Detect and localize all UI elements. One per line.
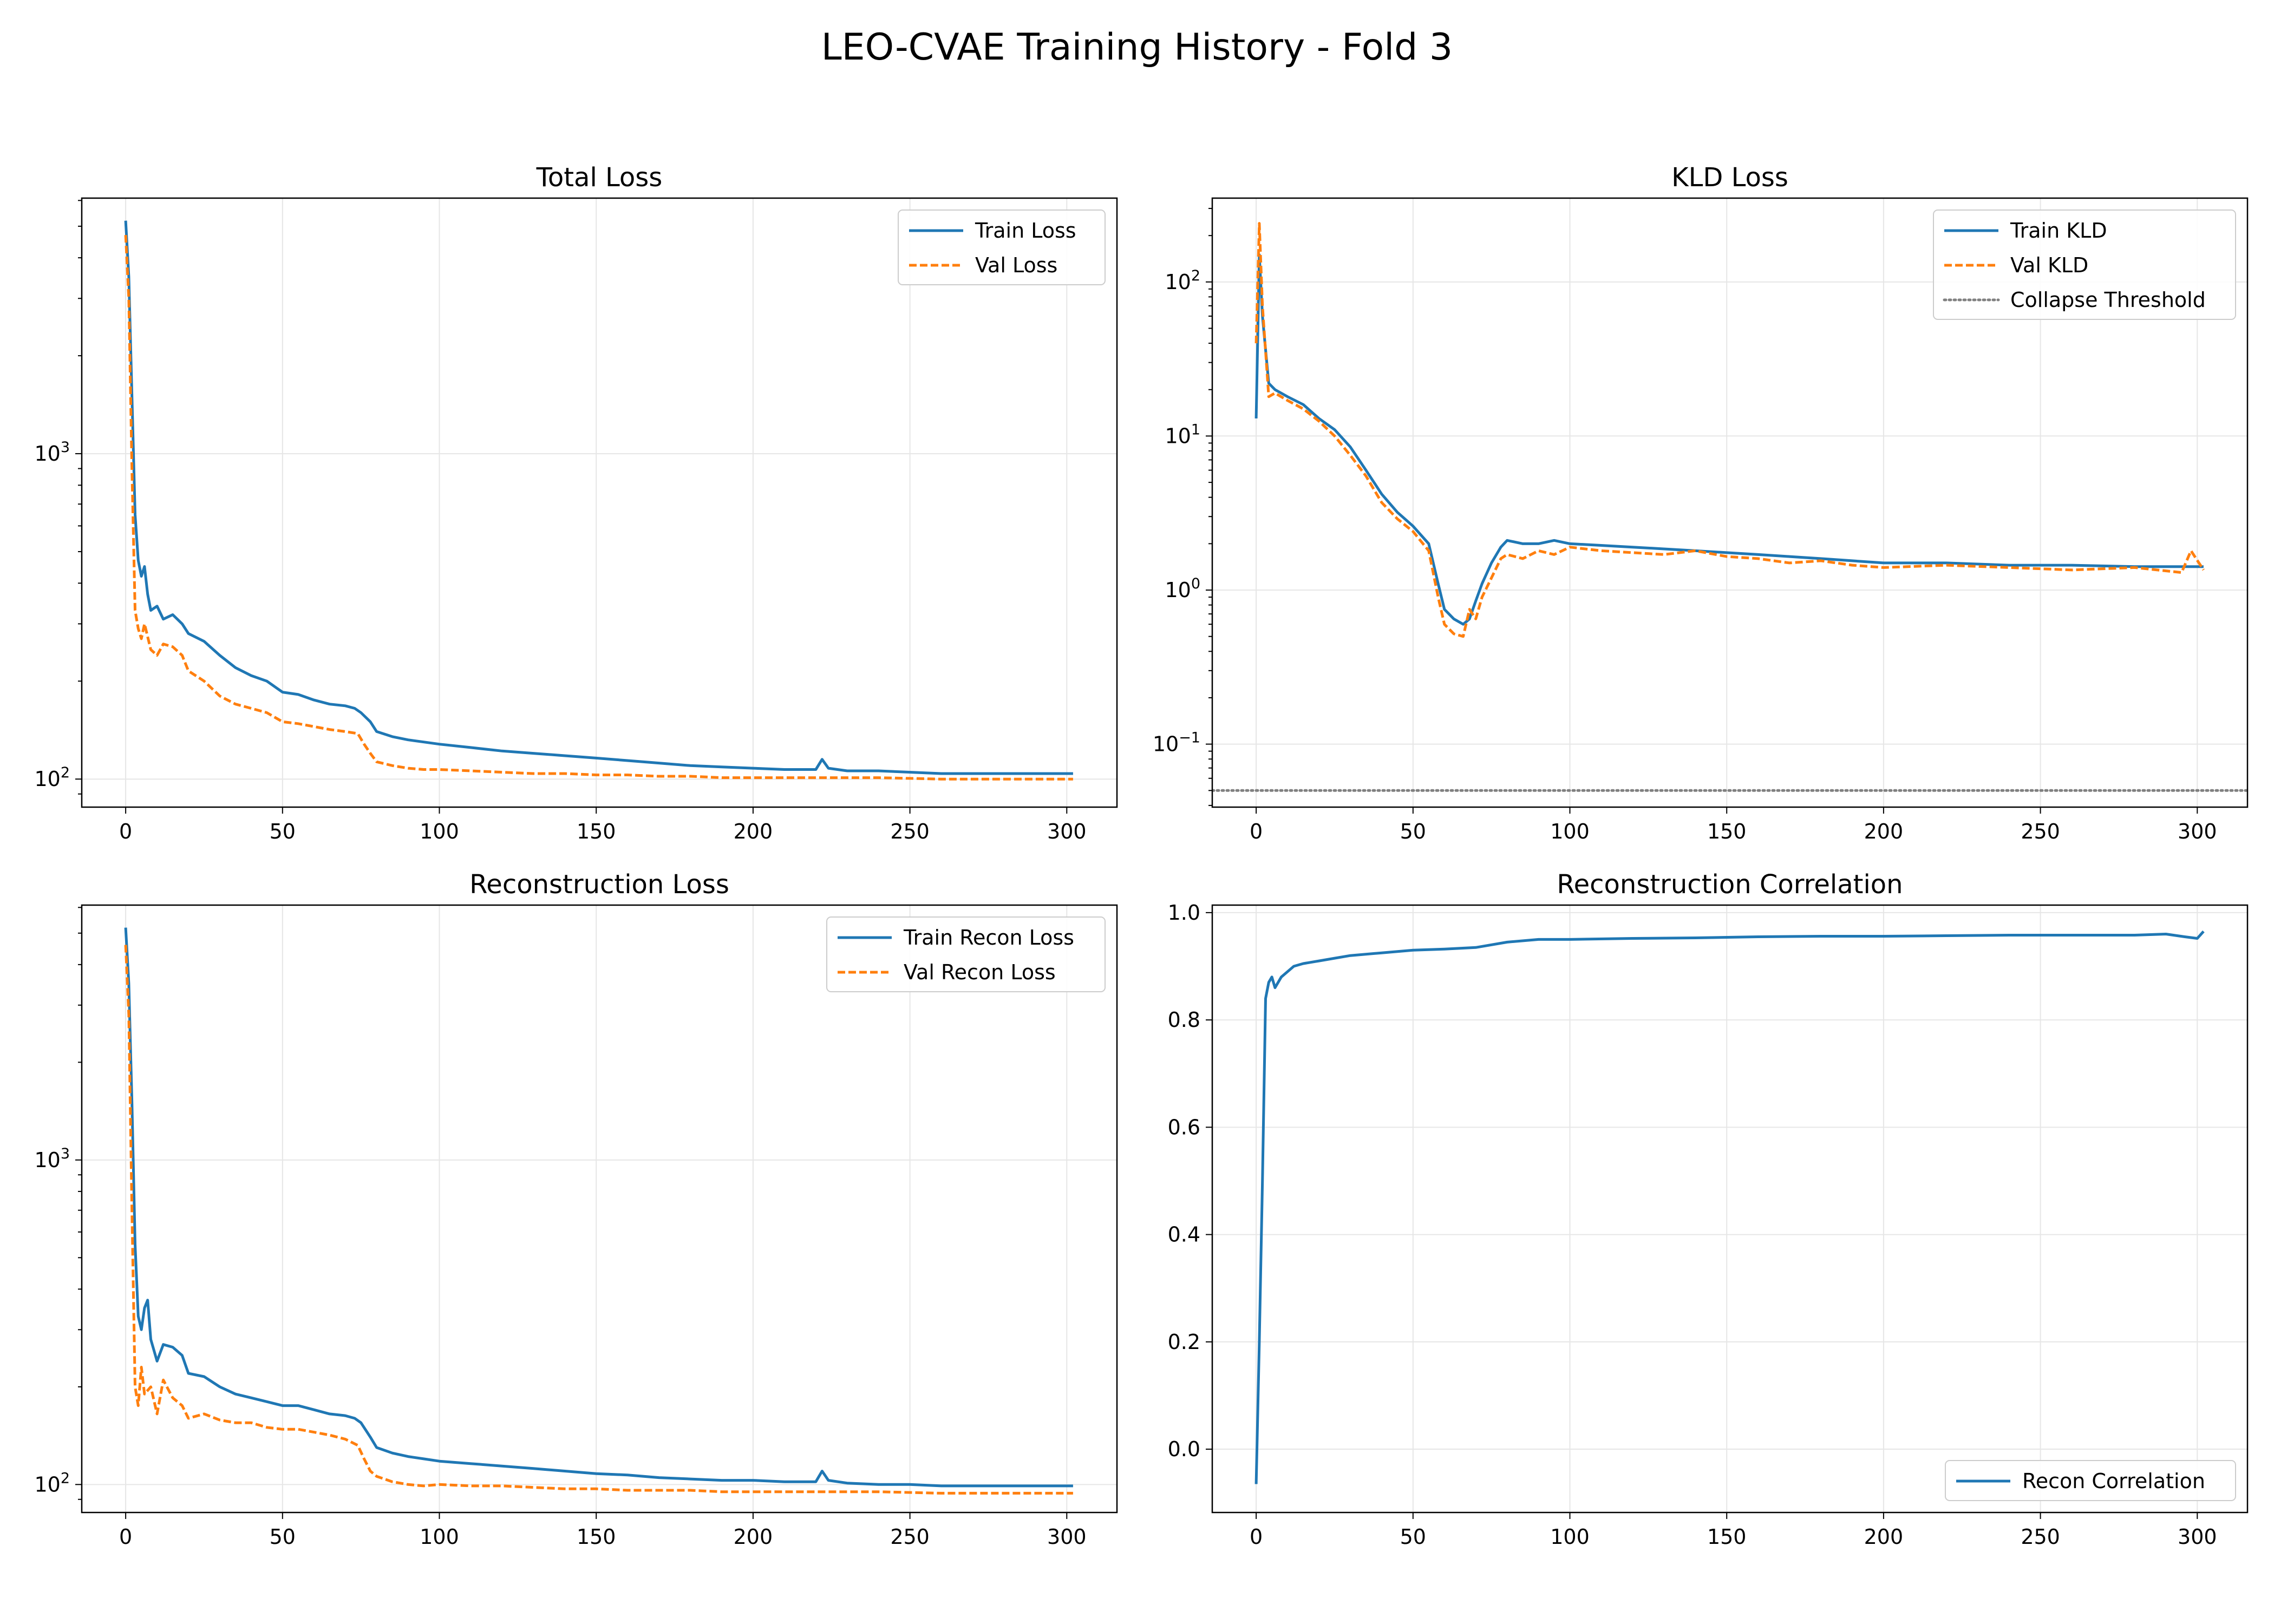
x-tick-label: 50 [270, 1525, 296, 1549]
series-line-train-loss [124, 220, 1073, 775]
y-tick-label: 100 [1165, 575, 1200, 602]
x-tick-label: 200 [734, 820, 773, 843]
axes-frame [81, 904, 1118, 1514]
y-tick-label: 0.0 [1168, 1437, 1200, 1461]
legend-box [1945, 1460, 2236, 1501]
y-tick-label: 0.4 [1168, 1223, 1200, 1247]
series-line-train-kld [1254, 253, 2204, 626]
series-line-val-loss [124, 234, 1073, 781]
plot-area [1254, 930, 2205, 1484]
y-tick-label: 0.8 [1168, 1008, 1200, 1032]
x-tick-label: 250 [2021, 820, 2060, 843]
plot-area [124, 220, 1073, 781]
x-tick-label: 0 [119, 820, 132, 843]
y-tick-label: 10−1 [1153, 730, 1200, 756]
x-tick-label: 200 [1864, 820, 1904, 843]
x-tick-label: 100 [420, 820, 459, 843]
x-tick-label: 250 [890, 1525, 930, 1549]
x-tick-label: 300 [1047, 820, 1087, 843]
x-tick-label: 300 [2178, 1525, 2217, 1549]
legend: Train KLD Val KLD Collapse Threshold [1933, 209, 2236, 320]
grid [82, 905, 1117, 1512]
subplot-title: Reconstruction Correlation [1557, 869, 1903, 900]
plot-area [1212, 222, 2247, 792]
legend-label: Val Loss [975, 253, 1057, 277]
y-tick-label: 103 [34, 1145, 70, 1172]
legend-label: Train Recon Loss [903, 926, 1074, 949]
y-tick-label: 1.0 [1168, 901, 1200, 925]
series-line-train-recon-loss [124, 927, 1073, 1488]
x-tick-label: 200 [734, 1525, 773, 1549]
x-tick-label: 100 [1550, 1525, 1590, 1549]
x-tick-label: 0 [1250, 1525, 1263, 1549]
x-tick-label: 100 [420, 1525, 459, 1549]
legend-label: Train Loss [975, 219, 1076, 243]
legend: Train Loss Val Loss [898, 209, 1106, 285]
x-tick-label: 150 [577, 820, 616, 843]
y-tick-label: 102 [34, 764, 70, 791]
legend-label: Collapse Threshold [2010, 288, 2206, 312]
legend-label: Recon Correlation [2022, 1469, 2205, 1493]
subplot-kld-loss: KLD Loss 0 50 100 150 200 250 300 10−1 100 101 102 T… [1153, 162, 2249, 843]
y-tick-label: 103 [34, 439, 70, 466]
y-tick-label: 102 [34, 1470, 70, 1496]
y-tick-label: 0.6 [1168, 1115, 1200, 1139]
subplot-reconstruction-correlation: Reconstruction Correlation 0 50 100 150 200 25… [1168, 869, 2249, 1549]
x-tick-label: 150 [1707, 1525, 1747, 1549]
series-line-recon-correlation [1254, 930, 2205, 1484]
x-tick-label: 250 [2021, 1525, 2060, 1549]
x-tick-label: 150 [1707, 820, 1747, 843]
legend-label: Val KLD [2010, 253, 2088, 277]
x-tick-label: 300 [1047, 1525, 1087, 1549]
grid [82, 198, 1117, 807]
x-tick-label: 50 [270, 820, 296, 843]
x-tick-label: 150 [577, 1525, 616, 1549]
x-tick-label: 50 [1400, 820, 1426, 843]
series-line-val-kld [1254, 222, 2205, 638]
x-tick-label: 50 [1400, 1525, 1426, 1549]
legend-label: Train KLD [2010, 219, 2107, 243]
subplot-title: KLD Loss [1671, 162, 1788, 193]
legend-box [826, 916, 1106, 992]
series-line-val-recon-loss [124, 945, 1073, 1495]
legend-box [898, 209, 1106, 285]
grid [1212, 905, 2247, 1512]
x-tick-label: 300 [2178, 820, 2217, 843]
legend: Recon Correlation [1945, 1460, 2236, 1501]
plot-area [124, 927, 1073, 1495]
axes-frame [81, 197, 1118, 808]
y-tick-label: 102 [1165, 267, 1200, 294]
subplot-title: Total Loss [536, 162, 663, 193]
x-tick-label: 0 [119, 1525, 132, 1549]
legend-box [1933, 209, 2236, 320]
legend: Train Recon Loss Val Recon Loss [826, 916, 1106, 992]
axes-frame [1211, 197, 2249, 808]
x-tick-label: 100 [1550, 820, 1590, 843]
subplot-reconstruction-loss: Reconstruction Loss 0 50 100 150 200 250 300 102… [34, 869, 1118, 1549]
x-tick-label: 200 [1864, 1525, 1904, 1549]
x-tick-label: 0 [1250, 820, 1263, 843]
x-tick-label: 250 [890, 820, 930, 843]
legend-label: Val Recon Loss [904, 960, 1056, 984]
y-tick-label: 101 [1165, 421, 1200, 448]
y-tick-label: 0.2 [1168, 1330, 1200, 1354]
figure-title: LEO-CVAE Training History - Fold 3 [821, 26, 1453, 69]
subplot-title: Reconstruction Loss [469, 869, 729, 900]
axes-frame [1211, 904, 2249, 1514]
subplot-total-loss: Total Loss 0 50 100 150 200 250 300 102 103 Train … [34, 162, 1118, 843]
